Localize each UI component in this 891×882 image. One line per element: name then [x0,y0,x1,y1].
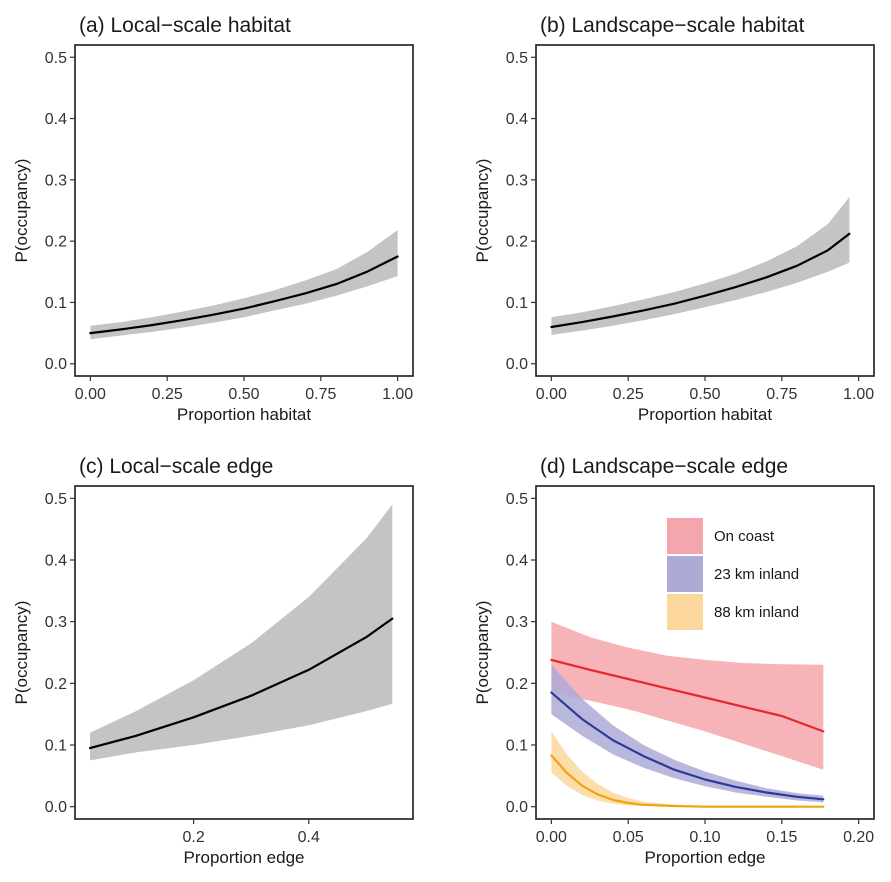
x-tick-label: 0.25 [613,386,644,403]
y-tick-label: 0.2 [45,234,67,251]
y-tick-label: 0.5 [506,50,528,67]
legend-label: On coast [714,528,775,545]
y-axis-label: P(occupancy) [12,601,31,705]
series-line [89,255,399,335]
series-line-88-km-inland [550,754,825,808]
legend-label: 88 km inland [714,604,799,621]
x-tick-label: 0.75 [766,386,797,403]
confidence-band [90,504,393,761]
y-tick-label: 0.2 [45,676,67,693]
chart-panel-3: (c) Local−scale edge 0.0 0.1 0.2 0.3 0.4 0.5 0.… [12,455,414,867]
y-tick-label: 0.1 [506,738,528,755]
y-tick-label: 0.4 [506,111,528,128]
legend-label: 23 km inland [714,566,799,583]
y-tick-label: 0.4 [506,553,528,570]
confidence-band-on-coast [551,621,824,770]
y-axis-label: P(occupancy) [473,601,492,705]
x-tick-label: 0.00 [536,829,567,846]
panel-title: (c) Local−scale edge [79,455,273,478]
y-tick-label: 0.3 [506,614,528,631]
confidence-band [90,230,398,340]
y-axis-label: P(occupancy) [12,159,31,263]
x-tick-label: 0.75 [305,386,336,403]
x-tick-label: 1.00 [843,386,874,403]
y-tick-label: 0.0 [45,356,67,373]
y-tick-label: 0.5 [45,50,67,67]
y-tick-label: 0.2 [506,234,528,251]
x-tick-label: 0.15 [766,829,797,846]
legend-key [667,518,703,554]
series-line-on-coast [550,658,825,733]
panel-title: (d) Landscape−scale edge [540,455,788,478]
legend: On coast 23 km inland 88 km inland [667,518,799,630]
series-line [88,617,394,750]
x-tick-label: 0.25 [152,386,183,403]
x-axis-label: Proportion edge [184,848,305,867]
legend-key [667,556,703,592]
panel-title: (b) Landscape−scale habitat [540,14,805,37]
x-tick-label: 0.50 [228,386,259,403]
x-tick-label: 0.00 [75,386,106,403]
series-line-23-km-inland [550,691,825,801]
y-tick-label: 0.5 [506,491,528,508]
x-tick-label: 0.50 [689,386,720,403]
series-line [550,232,851,329]
y-tick-label: 0.0 [45,799,67,816]
y-tick-label: 0.5 [45,491,67,508]
x-axis-label: Proportion edge [645,848,766,867]
y-tick-label: 0.0 [506,799,528,816]
x-axis-label: Proportion habitat [177,405,311,424]
y-tick-label: 0.0 [506,356,528,373]
chart-panel-4: (d) Landscape−scale edge 0.0 0.1 0.2 0.3 0.4 0… [473,455,875,867]
x-tick-label: 1.00 [382,386,413,403]
x-tick-label: 0.10 [689,829,720,846]
y-tick-label: 0.4 [45,111,67,128]
y-tick-label: 0.3 [506,172,528,189]
legend-key [667,594,703,630]
chart-panel-2: (b) Landscape−scale habitat 0.0 0.1 0.2 0.3 0… [473,14,875,424]
confidence-band [551,197,850,335]
y-tick-label: 0.2 [506,676,528,693]
x-tick-label: 0.05 [613,829,644,846]
plot-frame [74,485,414,820]
x-tick-label: 0.2 [182,829,204,846]
x-tick-label: 0.00 [536,386,567,403]
y-tick-label: 0.4 [45,553,67,570]
x-tick-label: 0.4 [298,829,320,846]
chart-panel-1: (a) Local−scale habitat 0.0 0.1 0.2 0.3 0.4 0.… [12,14,414,424]
y-tick-label: 0.1 [45,738,67,755]
y-tick-label: 0.1 [506,295,528,312]
x-tick-label: 0.20 [843,829,874,846]
y-tick-label: 0.3 [45,172,67,189]
panel-title: (a) Local−scale habitat [79,14,291,37]
x-axis-label: Proportion habitat [638,405,772,424]
y-axis-label: P(occupancy) [473,159,492,263]
y-tick-label: 0.3 [45,614,67,631]
y-tick-label: 0.1 [45,295,67,312]
